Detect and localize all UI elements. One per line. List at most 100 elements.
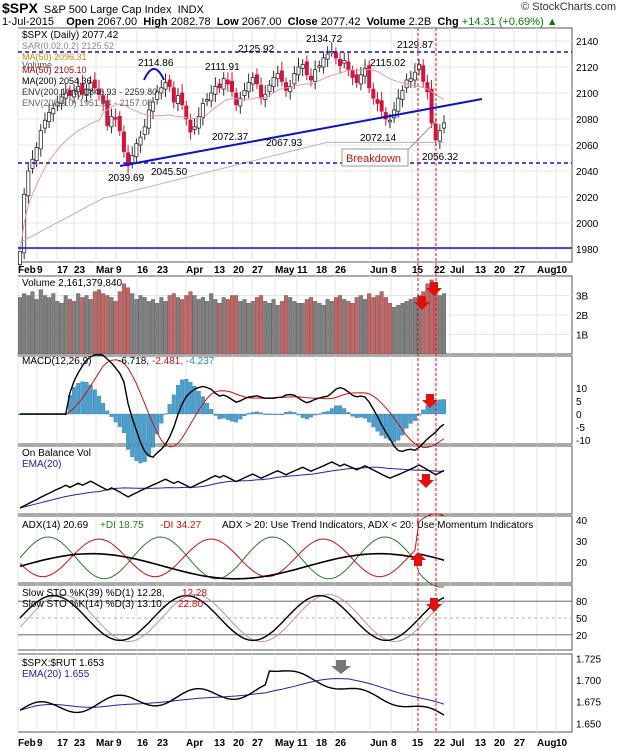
macd-hist-bar (242, 413, 247, 416)
macd-line (20, 353, 445, 458)
macd-tick: -5 (576, 423, 585, 434)
volume-bar (184, 295, 189, 355)
candle-body (171, 87, 176, 103)
x-tick-top: Feb (18, 265, 36, 276)
candle-body (113, 117, 118, 120)
macd-hist-bar (333, 405, 338, 415)
volume-bar (130, 293, 135, 355)
chg-value: +14.31 (+0.69%) (461, 16, 544, 28)
x-tick-bottom: 22 (434, 738, 446, 749)
sto-slow-line (19, 594, 445, 642)
volume-bar (308, 297, 313, 355)
macd-hist-bar (317, 413, 322, 415)
price-annotations: 2134.72 2125.92 2129.87 2114.86 2111.91 … (108, 34, 459, 184)
annot-2115-02: 2115.02 (370, 58, 406, 69)
candle-body (159, 87, 164, 94)
chg-label: Chg (437, 16, 459, 28)
macd-hist-bar (171, 394, 176, 415)
macd-hist-bar (358, 413, 363, 418)
candle-body (38, 130, 43, 150)
obv-line (19, 461, 445, 509)
candle-body (121, 131, 126, 152)
candle-body (354, 74, 359, 84)
macd-hist-bar (250, 412, 255, 415)
candle-body (296, 66, 301, 76)
trendline (119, 98, 483, 167)
obv-panel (19, 461, 445, 509)
up-arrow-icon (410, 552, 426, 566)
candle-body (151, 101, 156, 112)
volume-bar (22, 293, 27, 355)
volume-bar (51, 293, 56, 355)
legend-env100: ENV(200,10.0) 1848.93 - 2259.80 (22, 87, 157, 97)
candle-body (188, 119, 193, 133)
annot-2072-14: 2072.14 (360, 133, 397, 144)
adx-tick: 20 (576, 558, 588, 569)
candle-body (192, 126, 197, 130)
candle-body (146, 109, 151, 129)
adx-pdi-line (19, 536, 445, 588)
macd-hist-bar (88, 384, 93, 415)
volume-bar (329, 301, 334, 355)
macd-hist-bar (84, 381, 89, 415)
candle-body (246, 82, 251, 93)
down-arrow-icon (414, 296, 430, 310)
macd-hist-bar (271, 413, 276, 415)
volume-bar (379, 291, 384, 355)
candle-body (101, 95, 106, 104)
macd-hist-bar (304, 413, 309, 420)
volume-bar (55, 301, 60, 355)
y-axes: 1980200020202040206020802100212021401B2B… (576, 37, 601, 730)
volume-bar (367, 293, 372, 355)
volume-bar (229, 295, 234, 355)
obv-legend-name: On Balance Vol (22, 448, 91, 459)
price-tick: 1980 (576, 245, 599, 256)
volume-bar (279, 301, 284, 355)
macd-hist-bar (442, 399, 446, 415)
volume-bar (155, 303, 160, 355)
ratio-panel (19, 660, 445, 716)
quote-date: 1-Jul-2015 (2, 16, 54, 28)
sto-tick: 20 (576, 631, 588, 642)
signal-marks (410, 28, 442, 732)
adx-legend-note: ADX > 20: Use Trend Indicators, ADX < 20… (222, 520, 533, 531)
volume-value: 2.2B (408, 16, 432, 28)
macd-tick: 10 (576, 384, 588, 395)
volume-bar (167, 295, 172, 355)
macd-hist-bar (292, 412, 297, 415)
annot-2056-32: 2056.32 (422, 152, 459, 163)
obv-legend: On Balance Vol EMA(20) (22, 448, 91, 470)
volume-bar (217, 303, 222, 355)
macd-hist-bar (196, 391, 201, 415)
candle-body (84, 88, 89, 96)
volume-bar (105, 295, 110, 355)
breakdown-pointer (407, 119, 438, 151)
candle-body (279, 70, 284, 82)
macd-hist-bar (350, 413, 355, 417)
macd-hist-bar (284, 411, 288, 415)
volume-bar (275, 305, 280, 355)
volume-bar (296, 303, 301, 355)
macd-hist-bar (321, 412, 326, 415)
volume-bar (437, 295, 442, 355)
chart-title: $SPX S&P 500 Large Cap Index INDX (2, 0, 204, 16)
x-tick-bottom: 23 (74, 738, 86, 749)
candle-body (400, 90, 405, 100)
x-tick-bottom: Jun (370, 738, 388, 749)
volume-bar (375, 295, 380, 355)
candle-body (217, 83, 222, 89)
annot-2111-91: 2111.91 (205, 62, 240, 73)
volume-bar (84, 295, 89, 355)
macd-hist-bar (437, 399, 442, 415)
macd-hist-bar (254, 411, 259, 415)
volume-tick: 3B (576, 292, 589, 303)
volume-bar (72, 301, 77, 355)
candle-body (126, 152, 131, 167)
volume-legend: Volume 2,161,379,840 (22, 278, 123, 289)
candle-body (317, 65, 322, 68)
candle-body (408, 78, 413, 82)
x-tick-bottom: 27 (252, 738, 264, 749)
volume-bar (338, 295, 343, 355)
volume-bar (34, 299, 39, 355)
